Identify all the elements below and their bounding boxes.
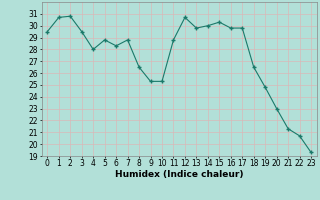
X-axis label: Humidex (Indice chaleur): Humidex (Indice chaleur)	[115, 170, 244, 179]
